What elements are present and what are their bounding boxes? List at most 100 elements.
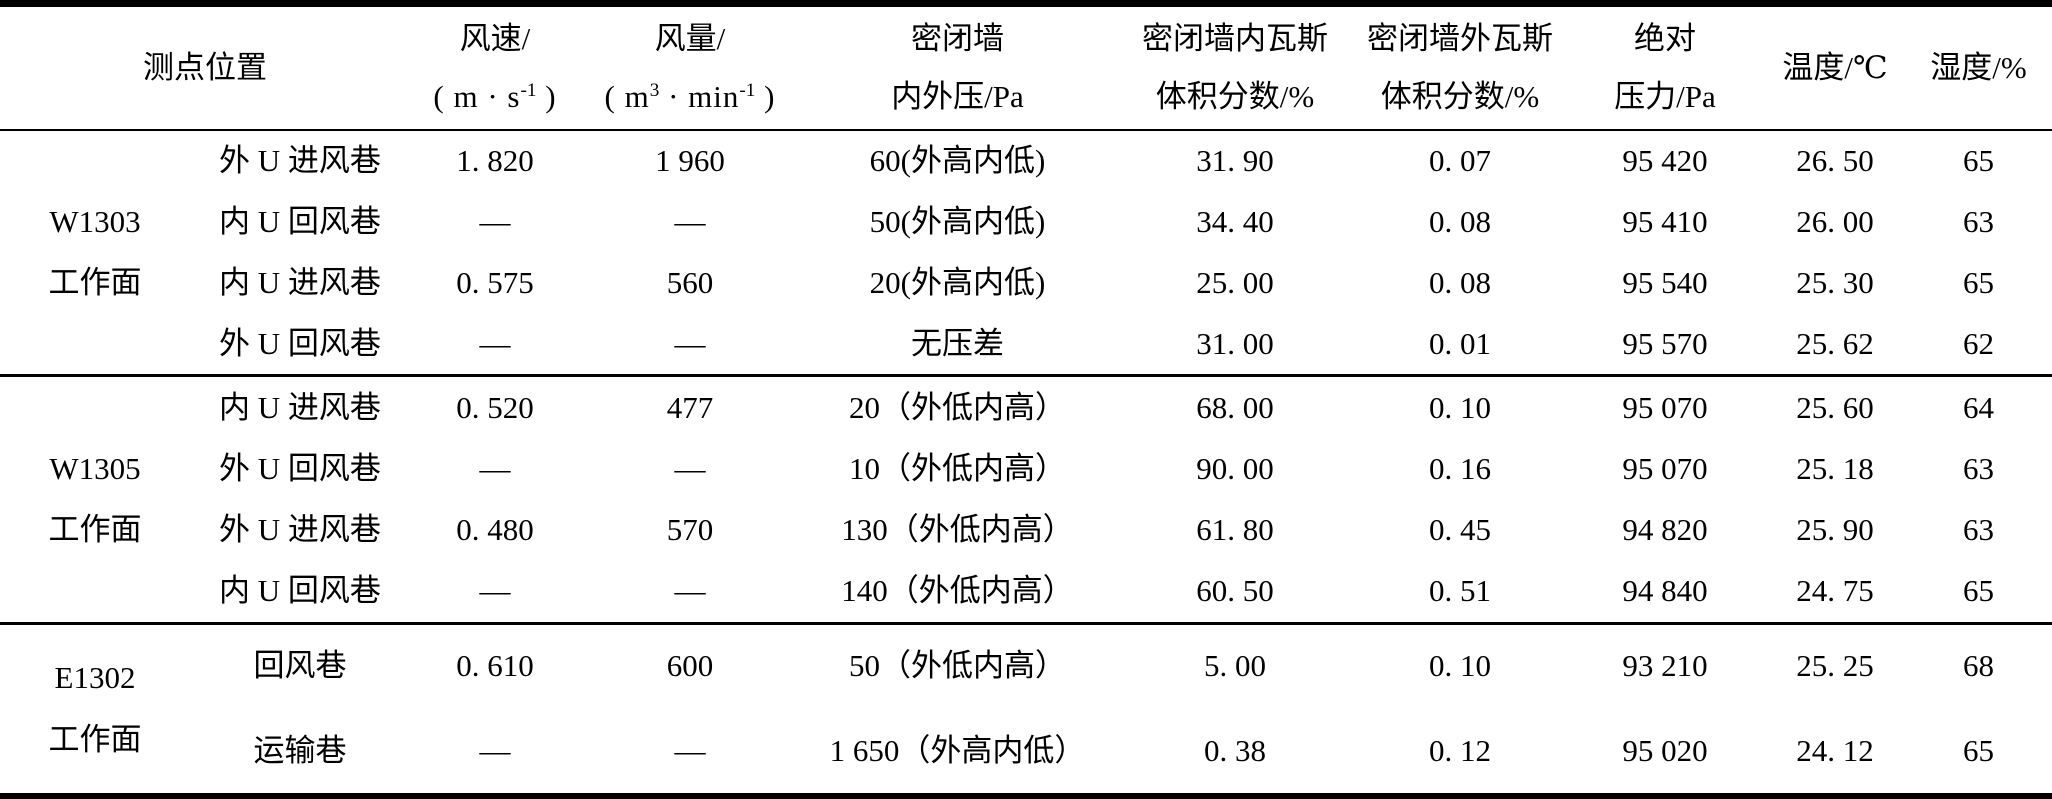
- table-row: 外 U 回风巷 — — 无压差 31. 00 0. 01 95 570 25. …: [0, 313, 2052, 376]
- cell-temperature: 25. 25: [1765, 621, 1905, 708]
- cell-wall-pressure: 130（外低内高）: [841, 511, 1074, 547]
- cell-gas-inside: 0. 38: [1204, 732, 1266, 768]
- cell-wind-speed: —: [479, 572, 511, 608]
- header-wall-pressure: 密闭墙 内外压/Pa: [800, 3, 1115, 131]
- table-row: 内 U 回风巷 — — 50(外高内低) 34. 40 0. 08 95 410…: [0, 192, 2052, 253]
- header-humidity-label: 湿度/%: [1930, 49, 2027, 85]
- table-header: 测点位置 风速/ ( m · s-1 ) 风量/ ( m3 · min-1 ) …: [0, 3, 2052, 131]
- cell-gas-inside: 90. 00: [1196, 451, 1274, 487]
- cell-wind-speed: —: [479, 325, 511, 361]
- cell-temperature: 26. 00: [1796, 204, 1874, 240]
- cell-temperature: 25. 60: [1765, 374, 1905, 439]
- cell-air-volume: 560: [666, 264, 714, 300]
- group-cell-w1303: W1303 工作面: [0, 130, 190, 376]
- header-wind-speed: 风速/ ( m · s-1 ): [410, 3, 580, 131]
- cell-temperature: 25. 30: [1796, 264, 1874, 300]
- cell-wind-speed: 0. 520: [410, 374, 580, 439]
- header-air-volume-unit: ( m3 · min-1 ): [604, 78, 776, 114]
- cell-temperature: 25. 62: [1796, 325, 1874, 361]
- header-wall-pressure-line1: 密闭墙: [911, 21, 1004, 57]
- cell-gas-inside: 61. 80: [1196, 511, 1274, 547]
- group-name-suffix: 工作面: [48, 512, 142, 548]
- table-row: 外 U 进风巷 0. 480 570 130（外低内高） 61. 80 0. 4…: [0, 499, 2052, 560]
- cell-temperature: 25. 90: [1796, 511, 1874, 547]
- header-gas-inside: 密闭墙内瓦斯 体积分数/%: [1115, 3, 1355, 131]
- cell-humidity: 65: [1963, 572, 1994, 608]
- cell-wind-speed: —: [479, 204, 511, 240]
- cell-humidity: 63: [1963, 451, 1994, 487]
- cell-wall-pressure: 50(外高内低): [869, 204, 1046, 240]
- header-gas-inside-line2: 体积分数/%: [1155, 78, 1315, 114]
- cell-gas-outside: 0. 45: [1429, 511, 1491, 547]
- cell-wall-pressure: 140（外低内高）: [841, 572, 1074, 608]
- group-name: W1305: [49, 450, 141, 486]
- header-temperature: 温度/℃: [1765, 3, 1905, 131]
- cell-gas-inside: 60. 50: [1196, 572, 1274, 608]
- cell-wall-pressure: 20（外低内高）: [800, 374, 1115, 439]
- table-row: W1303 工作面 外 U 进风巷 1. 820 1 960 60(外高内低) …: [0, 130, 2052, 300]
- cell-abs-pressure: 95 540: [1622, 264, 1708, 300]
- cell-wind-speed: 1. 820: [456, 143, 534, 179]
- cell-temperature: 25. 18: [1796, 451, 1874, 487]
- cell-gas-inside: 25. 00: [1196, 264, 1274, 300]
- header-wind-speed-unit: ( m · s-1 ): [433, 78, 557, 114]
- header-gas-inside-line1: 密闭墙内瓦斯: [1142, 21, 1328, 57]
- group-name-suffix: 工作面: [48, 265, 142, 301]
- cell-gas-outside: 0. 16: [1429, 451, 1491, 487]
- cell-location: 运输巷: [253, 732, 347, 768]
- header-abs-pressure-line1: 绝对: [1634, 21, 1696, 57]
- header-position: 测点位置: [0, 3, 410, 131]
- header-air-volume-title: 风量/: [654, 21, 726, 57]
- table-row: W1305 工作面 内 U 进风巷 0. 520 477 20（外低内高） 68…: [0, 374, 2052, 624]
- table-row: 运输巷 — — 1 650（外高内低） 0. 38 0. 12 95 020 2…: [0, 708, 2052, 796]
- cell-abs-pressure: 95 070: [1622, 451, 1708, 487]
- group-cell-w1305: W1305 工作面: [0, 374, 190, 624]
- cell-air-volume: 1 960: [655, 143, 725, 179]
- header-temperature-label: 温度/℃: [1782, 49, 1888, 85]
- cell-gas-inside: 34. 40: [1196, 204, 1274, 240]
- header-wall-pressure-line2: 内外压/Pa: [891, 78, 1024, 114]
- cell-air-volume: —: [674, 732, 706, 768]
- cell-location: 外 U 进风巷: [219, 143, 381, 179]
- cell-temperature: 24. 75: [1796, 572, 1874, 608]
- group-name: E1302: [54, 660, 136, 696]
- cell-gas-outside: 0. 10: [1355, 621, 1565, 708]
- cell-air-volume: —: [674, 451, 706, 487]
- table-row: 内 U 进风巷 0. 575 560 20(外高内低) 25. 00 0. 08…: [0, 252, 2052, 313]
- cell-location: 内 U 进风巷: [219, 264, 381, 300]
- header-gas-outside-line1: 密闭墙外瓦斯: [1367, 21, 1553, 57]
- header-gas-outside-line2: 体积分数/%: [1380, 78, 1540, 114]
- cell-location: 内 U 回风巷: [219, 572, 381, 608]
- table-body: W1303 工作面 外 U 进风巷 1. 820 1 960 60(外高内低) …: [0, 130, 2052, 796]
- cell-temperature: 24. 12: [1796, 732, 1874, 768]
- cell-location: 回风巷: [190, 621, 410, 708]
- cell-gas-outside: 0. 12: [1429, 732, 1491, 768]
- cell-gas-inside: 5. 00: [1115, 621, 1355, 708]
- cell-location: 外 U 回风巷: [219, 325, 381, 361]
- cell-gas-inside: 31. 90: [1196, 143, 1274, 179]
- cell-wall-pressure: 无压差: [911, 325, 1004, 361]
- cell-wind-speed: 0. 575: [456, 264, 534, 300]
- cell-air-volume: 477: [580, 374, 800, 439]
- group-cell-e1302: E1302 工作面: [0, 621, 190, 796]
- cell-humidity: 64: [1905, 374, 2052, 439]
- cell-air-volume: —: [674, 325, 706, 361]
- group-name-suffix: 工作面: [48, 721, 142, 757]
- cell-abs-pressure: 95 420: [1622, 143, 1708, 179]
- cell-wall-pressure: 50（外低内高）: [800, 621, 1115, 708]
- group-name: W1303: [49, 203, 141, 239]
- header-wind-speed-title: 风速/: [459, 21, 531, 57]
- cell-gas-outside: 0. 51: [1429, 572, 1491, 608]
- cell-humidity: 65: [1963, 143, 1994, 179]
- cell-gas-outside: 0. 07: [1429, 143, 1491, 179]
- cell-gas-outside: 0. 01: [1429, 325, 1491, 361]
- header-air-volume: 风量/ ( m3 · min-1 ): [580, 3, 800, 131]
- cell-air-volume: 600: [580, 621, 800, 708]
- table-row: 内 U 回风巷 — — 140（外低内高） 60. 50 0. 51 94 84…: [0, 560, 2052, 623]
- cell-wall-pressure: 20(外高内低): [869, 264, 1046, 300]
- cell-abs-pressure: 95 070: [1565, 374, 1765, 439]
- cell-gas-inside: 68. 00: [1115, 374, 1355, 439]
- cell-air-volume: —: [674, 572, 706, 608]
- cell-location: 内 U 进风巷: [190, 374, 410, 439]
